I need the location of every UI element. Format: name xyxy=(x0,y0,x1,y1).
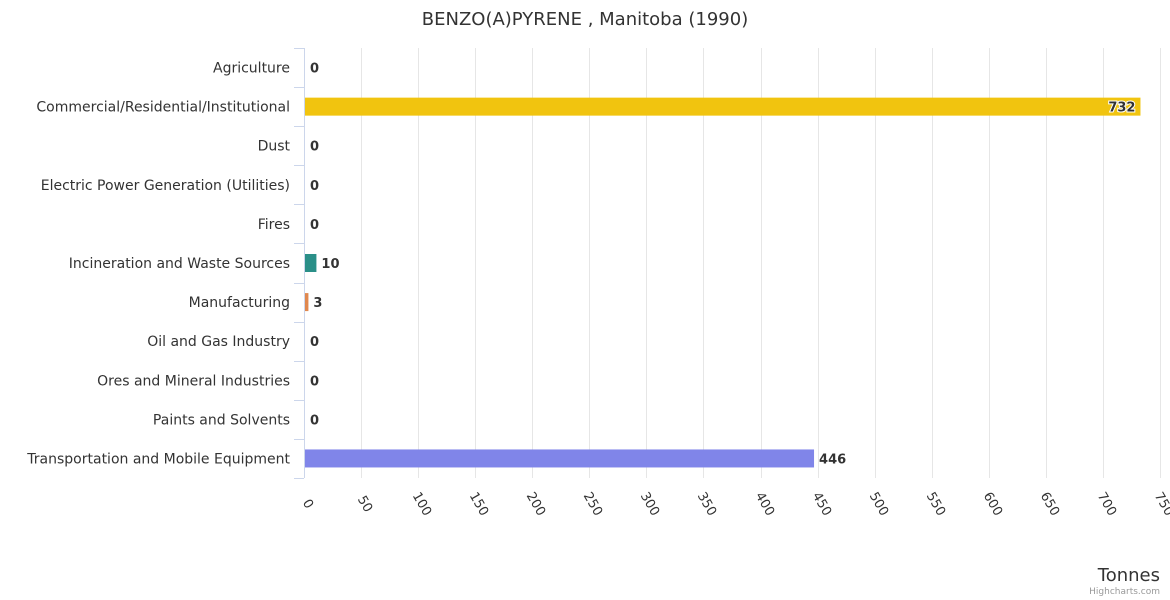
credits[interactable]: Highcharts.com xyxy=(1089,587,1160,597)
x-tick-label: 50 xyxy=(354,493,375,515)
category-label: Paints and Solvents xyxy=(153,412,290,428)
bar[interactable] xyxy=(305,97,1141,116)
category-label: Oil and Gas Industry xyxy=(147,334,290,350)
category-label: Commercial/Residential/Institutional xyxy=(36,100,290,116)
data-label: 3 xyxy=(313,296,322,311)
data-label: 0 xyxy=(310,140,319,155)
x-axis-title: Tonnes xyxy=(1097,565,1160,586)
chart-title: BENZO(A)PYRENE , Manitoba (1990) xyxy=(422,9,748,30)
data-label: 0 xyxy=(310,179,319,194)
category-label: Ores and Mineral Industries xyxy=(97,373,290,389)
data-label: 0 xyxy=(310,62,319,77)
data-label: 0 xyxy=(310,413,319,428)
category-label: Incineration and Waste Sources xyxy=(69,256,290,272)
gridlines xyxy=(294,48,1161,479)
category-label: Agriculture xyxy=(213,61,290,77)
category-labels: Agriculture Commercial/Residential/Instit… xyxy=(26,61,290,468)
bar[interactable] xyxy=(305,293,309,312)
bar[interactable] xyxy=(305,449,815,468)
category-label: Transportation and Mobile Equipment xyxy=(26,451,290,467)
category-label: Dust xyxy=(258,139,291,155)
data-label: 10 xyxy=(321,257,339,272)
data-label: 732 xyxy=(1108,101,1135,116)
category-label: Electric Power Generation (Utilities) xyxy=(41,178,290,194)
bars: 0 732 0 0 0 10 3 0 0 0 446 xyxy=(305,62,1141,468)
data-label: 0 xyxy=(310,218,319,233)
category-label: Fires xyxy=(258,217,290,233)
data-label: 446 xyxy=(819,452,846,467)
category-label: Manufacturing xyxy=(189,295,290,311)
data-label: 0 xyxy=(310,374,319,389)
data-label: 0 xyxy=(310,335,319,350)
bar[interactable] xyxy=(305,254,317,272)
